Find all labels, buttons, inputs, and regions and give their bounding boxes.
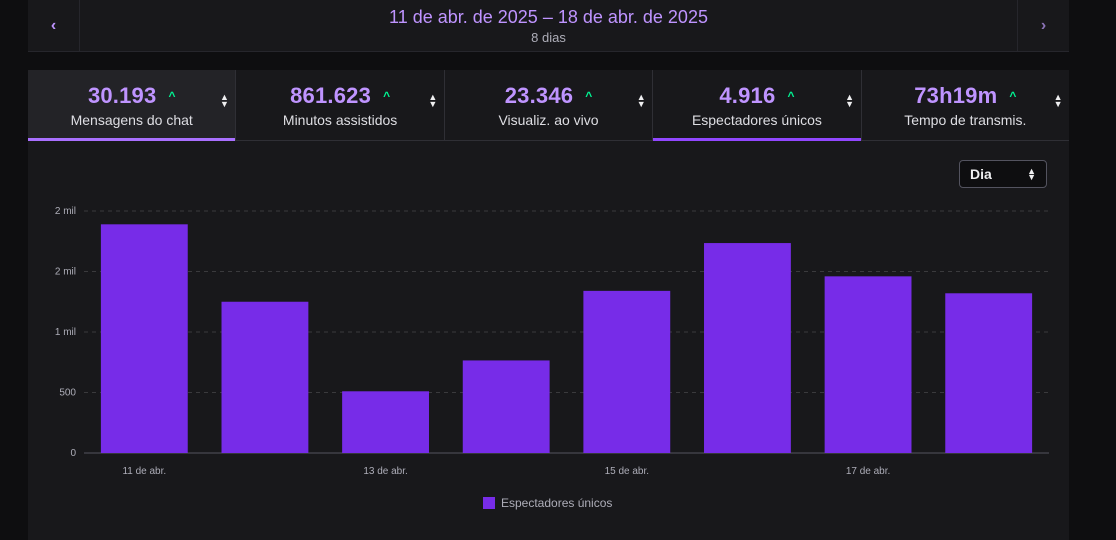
unique-viewers-chart: 0 500 1 mil 2 mil 2 mil 11 de abr. 13 de abr. 1… [55, 206, 1049, 477]
chart-bar[interactable] [945, 293, 1033, 453]
date-range-days: 8 dias [531, 30, 566, 45]
metric-label: Tempo de transmis. [904, 111, 1027, 128]
metric-tabs: 30.193 ^ Mensagens do chat ▲ ▼ 861.623 ^ … [28, 70, 1069, 141]
chart-bar[interactable] [342, 391, 429, 453]
tab-stream-time[interactable]: 73h19m ^ Tempo de transmis. ▲ ▼ [862, 70, 1069, 140]
chart-bar[interactable] [583, 290, 671, 453]
x-tick-label: 11 de abr. [122, 466, 166, 477]
chart-bar[interactable] [704, 243, 791, 453]
chart-legend[interactable]: Espectadores únicos [483, 496, 612, 510]
metric-label: Mensagens do chat [70, 111, 193, 128]
chevron-left-icon: ‹ [50, 16, 57, 34]
metric-value: 73h19m [914, 82, 998, 108]
legend-swatch [483, 497, 495, 509]
sort-toggle-icon[interactable]: ▲ ▼ [1053, 92, 1063, 109]
y-tick-label: 2 mil [55, 267, 76, 278]
trend-up-icon: ^ [1009, 88, 1017, 103]
x-tick-label: 13 de abr. [363, 466, 407, 477]
metric-value: 30.193 [87, 82, 157, 108]
metric-label: Minutos assistidos [282, 111, 398, 128]
sort-toggle-icon[interactable]: ▲ ▼ [845, 92, 855, 109]
trend-up-icon: ^ [168, 88, 176, 103]
metric-value: 861.623 [290, 82, 372, 108]
date-range: 11 de abr. de 2025 – 18 de abr. de 2025 … [80, 0, 1017, 51]
tab-live-views[interactable]: 23.346 ^ Visualiz. ao vivo ▲ ▼ [445, 70, 654, 140]
chart-bar[interactable] [221, 301, 309, 453]
granularity-value: Dia [970, 166, 992, 182]
trend-up-icon: ^ [585, 88, 593, 103]
sort-toggle-icon[interactable]: ▲ ▼ [219, 92, 229, 109]
y-tick-label: 2 mil [55, 206, 76, 217]
date-range-bar: ‹ 11 de abr. de 2025 – 18 de abr. de 202… [28, 0, 1069, 52]
granularity-select[interactable]: Dia ▲ ▼ [959, 160, 1047, 188]
sort-toggle-icon[interactable]: ▲ ▼ [428, 92, 438, 109]
sort-toggle-icon[interactable]: ▲ ▼ [636, 92, 646, 109]
y-tick-label: 0 [70, 448, 76, 459]
metric-value: 23.346 [504, 82, 574, 108]
x-tick-label: 15 de abr. [605, 466, 649, 477]
tab-underline [28, 138, 236, 141]
stats-panel: 30.193 ^ Mensagens do chat ▲ ▼ 861.623 ^ … [28, 70, 1069, 540]
metric-value: 4.916 [719, 82, 776, 108]
chart-bar[interactable] [100, 224, 188, 453]
y-tick-label: 500 [59, 388, 76, 399]
next-period-button[interactable]: › [1017, 0, 1069, 51]
trend-up-icon: ^ [787, 88, 795, 103]
tab-underline [653, 138, 861, 141]
y-tick-label: 1 mil [55, 327, 76, 338]
tab-unique-viewers[interactable]: 4.916 ^ Espectadores únicos ▲ ▼ [653, 70, 862, 141]
date-range-text: 11 de abr. de 2025 – 18 de abr. de 2025 [389, 7, 708, 27]
chevron-right-icon: › [1040, 16, 1047, 34]
tab-minutes-watched[interactable]: 861.623 ^ Minutos assistidos ▲ ▼ [236, 70, 445, 140]
x-tick-label: 17 de abr. [846, 466, 890, 477]
chart-bar[interactable] [824, 276, 912, 453]
tab-chat-messages[interactable]: 30.193 ^ Mensagens do chat ▲ ▼ [28, 70, 237, 141]
metric-label: Visualiz. ao vivo [498, 111, 599, 128]
previous-period-button[interactable]: ‹ [28, 0, 80, 51]
legend-label: Espectadores únicos [501, 496, 613, 510]
trend-up-icon: ^ [383, 88, 391, 103]
select-chevron-icon: ▲ ▼ [1027, 166, 1036, 182]
chart-bar[interactable] [462, 360, 550, 453]
metric-label: Espectadores únicos [691, 111, 822, 128]
